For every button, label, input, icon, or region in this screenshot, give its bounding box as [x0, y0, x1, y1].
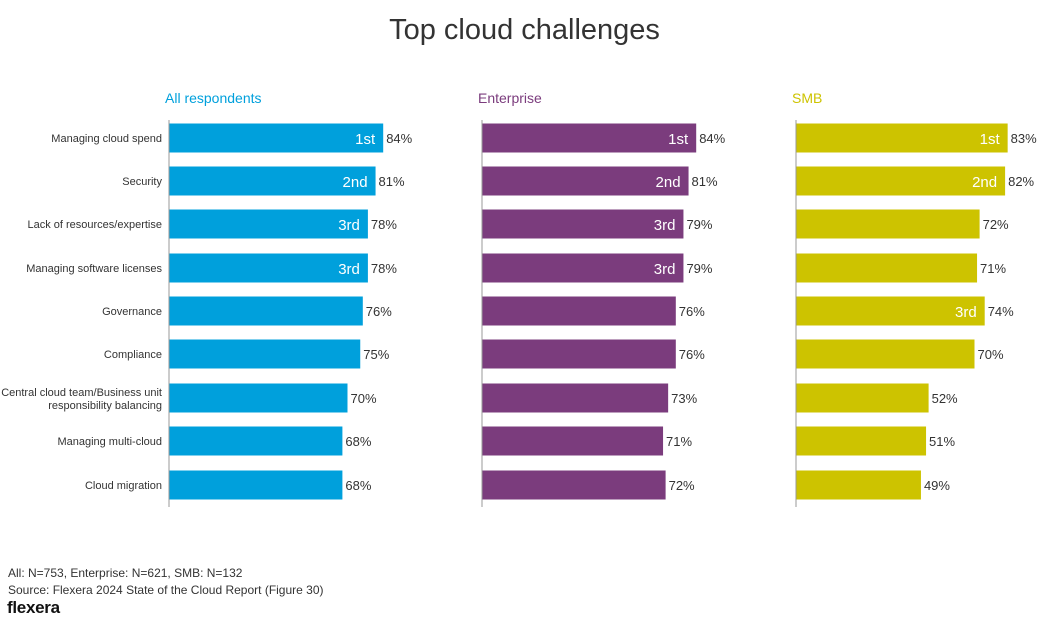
bar [169, 296, 363, 326]
bar [482, 339, 676, 369]
bar [169, 166, 376, 196]
rank-label: 3rd [338, 261, 360, 278]
category-label: Managing software licenses [26, 263, 162, 275]
bar [796, 470, 921, 500]
value-label: 68% [345, 434, 371, 449]
bar [796, 426, 927, 456]
bar [796, 296, 985, 326]
bar [169, 123, 384, 153]
value-label: 76% [366, 304, 392, 319]
chart-title: Top cloud challenges [389, 14, 660, 46]
bar [482, 383, 669, 413]
value-label: 72% [669, 478, 695, 493]
category-label: Lack of resources/expertise [27, 219, 162, 231]
value-label: 49% [924, 478, 950, 493]
source-note: Source: Flexera 2024 State of the Cloud … [8, 583, 324, 597]
bar [169, 383, 348, 413]
value-label: 70% [351, 391, 377, 406]
value-label: 81% [379, 174, 405, 189]
rank-label: 3rd [654, 217, 676, 234]
bar [169, 209, 368, 239]
rank-label: 1st [980, 131, 1001, 148]
value-label: 70% [978, 347, 1004, 362]
sample-note: All: N=753, Enterprise: N=621, SMB: N=13… [8, 566, 243, 580]
category-label: Cloud migration [85, 480, 162, 492]
category-label: Governance [102, 306, 162, 318]
value-label: 79% [686, 217, 712, 232]
bar [796, 209, 980, 239]
category-label: Central cloud team/Business unit responsi… [1, 387, 162, 412]
value-label: 74% [988, 304, 1014, 319]
rank-label: 3rd [338, 217, 360, 234]
bar [796, 339, 975, 369]
bar [169, 470, 343, 500]
rank-label: 3rd [955, 304, 977, 321]
rank-label: 3rd [654, 261, 676, 278]
value-label: 73% [671, 391, 697, 406]
bar [482, 253, 684, 283]
bar [482, 166, 689, 196]
category-label: Security [122, 176, 162, 188]
value-label: 79% [686, 261, 712, 276]
value-label: 71% [980, 261, 1006, 276]
bar [482, 470, 666, 500]
series-label: SMB [792, 90, 822, 106]
bar [482, 123, 697, 153]
bar [796, 123, 1008, 153]
value-label: 78% [371, 261, 397, 276]
series-label: All respondents [165, 90, 262, 106]
bar [796, 383, 929, 413]
value-label: 78% [371, 217, 397, 232]
value-label: 75% [363, 347, 389, 362]
bar [796, 253, 978, 283]
bar [482, 296, 676, 326]
value-label: 81% [692, 174, 718, 189]
series-label: Enterprise [478, 90, 542, 106]
rank-label: 1st [355, 131, 376, 148]
value-label: 51% [929, 434, 955, 449]
value-label: 84% [699, 131, 725, 146]
flexera-logo: flexera [7, 598, 60, 617]
value-label: 76% [679, 347, 705, 362]
bar-chart: Managing cloud spend Security Lack of reso… [1, 90, 1037, 507]
value-label: 68% [345, 478, 371, 493]
category-label: Managing cloud spend [51, 133, 162, 145]
category-label: Compliance [104, 349, 162, 361]
bar [482, 426, 664, 456]
value-label: 76% [679, 304, 705, 319]
rank-label: 2nd [972, 174, 997, 191]
rank-label: 2nd [343, 174, 368, 191]
value-label: 82% [1008, 174, 1034, 189]
value-label: 84% [386, 131, 412, 146]
value-label: 52% [932, 391, 958, 406]
category-label: Managing multi-cloud [57, 436, 162, 448]
bar [796, 166, 1006, 196]
rank-label: 1st [668, 131, 689, 148]
bar [169, 339, 361, 369]
bar [482, 209, 684, 239]
bar [169, 253, 368, 283]
value-label: 71% [666, 434, 692, 449]
rank-label: 2nd [656, 174, 681, 191]
value-label: 83% [1011, 131, 1037, 146]
bar [169, 426, 343, 456]
value-label: 72% [983, 217, 1009, 232]
